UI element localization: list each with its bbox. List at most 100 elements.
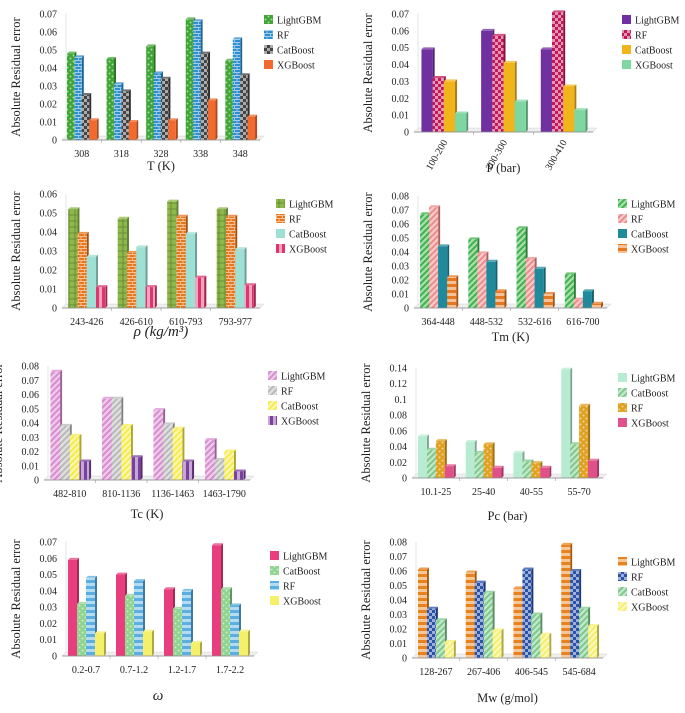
x-tick-label: 0.7-1.2 [120,665,148,676]
x-tick-label: 338 [193,149,208,160]
x-tick-label: 300-410 [544,138,570,172]
y-tick-label: 0.14 [390,364,408,375]
y-tick-label: 0.07 [40,10,58,21]
y-tick-label: 0.07 [392,206,410,217]
chart-svg: 0 0.01 0.02 0.03 0.04 0.05 0.06 0.07 Absolute Re… [9,538,328,705]
x-axis-label: Tc (K) [131,507,164,521]
legend-label: CatBoost [281,402,318,413]
legend-item-rf: RF [268,386,294,398]
y-tick-label: 0.02 [40,266,58,277]
y-tick-label: 0.02 [392,94,410,105]
y-tick-label: 0.01 [390,639,408,650]
legend-label: XGBoost [283,597,321,608]
y-tick-label: 0.04 [390,442,408,453]
legend-label: RF [289,215,302,226]
y-axis-label: Absolute Residual error [9,190,23,310]
y-axis-label: Absolute Residual error [9,538,23,658]
legend-label: RF [635,31,648,42]
legend-item-lightgbm: LightGBM [264,15,322,27]
bar-xgboost-40-55 [540,465,552,478]
legend-label: CatBoost [277,46,314,57]
legend-item-rf: RF [618,403,644,415]
x-tick-label: 1136-1463 [151,489,194,500]
chart-panel-1: 0 0.01 0.02 0.03 0.04 0.05 0.06 0.07 Absolute Re… [0,0,342,176]
y-tick-label: 0 [402,654,407,665]
y-tick-label: 0.08 [390,538,408,549]
bar-xgboost-0.2-0.7 [95,631,106,656]
legend-item-lightgbm: LightGBM [618,557,676,569]
y-tick-label: 0.06 [390,426,408,437]
legend-label: XGBoost [631,419,669,430]
legend-label: CatBoost [631,389,668,400]
x-tick-label: 793-977 [219,317,252,328]
x-tick-label: 1.2-1.7 [168,665,196,676]
y-tick-label: 0.02 [40,100,58,111]
bar-xgboost-616-700 [591,301,603,308]
y-tick-label: 0.04 [390,596,408,607]
bar-xgboost-200-300 [514,99,528,132]
x-tick-label: 243-426 [70,317,103,328]
legend-item-lightgbm: LightGBM [622,15,680,27]
legend-item-xgboost: XGBoost [618,602,669,614]
x-tick-label: 348 [233,149,248,160]
legend-label: XGBoost [635,61,673,72]
y-tick-label: 0.03 [392,262,410,273]
legend-label: RF [283,582,296,593]
y-tick-label: 0.06 [40,554,58,565]
legend-item-catboost: CatBoost [618,587,668,599]
y-tick-label: 0.06 [22,390,40,401]
legend-item-lightgbm: LightGBM [270,551,328,563]
x-tick-label: 308 [74,149,89,160]
y-tick-label: 0.03 [40,82,58,93]
legend-item-xgboost: XGBoost [270,596,321,608]
bar-xgboost-267-406 [492,628,504,658]
y-tick-label: 0.03 [40,247,58,258]
x-tick-label: 128-267 [419,667,452,678]
legend-label: CatBoost [635,46,672,57]
legend-label: LightGBM [277,16,322,27]
x-axis-label: ω [153,688,164,704]
y-tick-label: 0 [52,304,57,315]
x-tick-label: 426-610 [120,317,153,328]
legend-label: XGBoost [277,61,315,72]
bar-xgboost-0.7-1.2 [143,629,154,656]
y-tick-label: 0.12 [390,379,408,390]
legend-item-rf: RF [276,214,302,226]
x-tick-label: 810-1136 [102,489,140,500]
legend-item-catboost: CatBoost [270,566,320,578]
bar-xgboost-406-545 [540,632,552,658]
y-tick-label: 0.02 [390,625,408,636]
legend-item-xgboost: XGBoost [622,60,673,72]
x-axis-label: Mw (g/mol) [477,691,538,705]
chart-svg: 0 0.01 0.02 0.03 0.04 0.05 0.06 0.07 Absolute Re… [361,10,680,176]
y-tick-label: 0.02 [22,447,40,458]
bar-xgboost-338 [208,98,218,140]
bar-xgboost-1.2-1.7 [191,640,202,656]
bar-xgboost-793-977 [244,283,256,308]
y-tick-label: 0.06 [390,567,408,578]
y-tick-label: 0 [404,128,409,139]
chart-panel-8: 0 0.01 0.02 0.03 0.04 0.05 0.06 0.07 0.08 Absolut… [342,526,685,708]
legend-item-lightgbm: LightGBM [268,371,326,383]
x-tick-label: 55-70 [567,487,590,498]
x-tick-label: 40-55 [520,487,543,498]
legend-item-rf: RF [270,581,296,593]
y-tick-label: 0.01 [40,285,58,296]
bar-xgboost-1463-1790 [233,469,246,480]
legend-item-catboost: CatBoost [618,388,668,400]
bar-xgboost-482-810 [79,459,92,480]
y-tick-label: 0.07 [22,376,40,387]
legend-item-xgboost: XGBoost [264,60,315,72]
bar-xgboost-243-426 [96,285,108,308]
y-tick-label: 0 [52,652,57,663]
x-tick-label: 482-810 [53,489,86,500]
y-tick-label: 0 [402,474,407,485]
x-tick-label: 532-616 [518,317,551,328]
y-tick-label: 0.01 [40,635,58,646]
legend-label: CatBoost [631,588,668,599]
chart-svg: 0 0.01 0.02 0.03 0.04 0.05 0.06 0.07 0.08 Absolut… [359,538,676,706]
chart-panel-4: 0 0.01 0.02 0.03 0.04 0.05 0.06 0.07 0.08 Absolut… [342,176,685,348]
legend-item-xgboost: XGBoost [618,244,669,256]
y-tick-label: 0 [34,476,39,487]
